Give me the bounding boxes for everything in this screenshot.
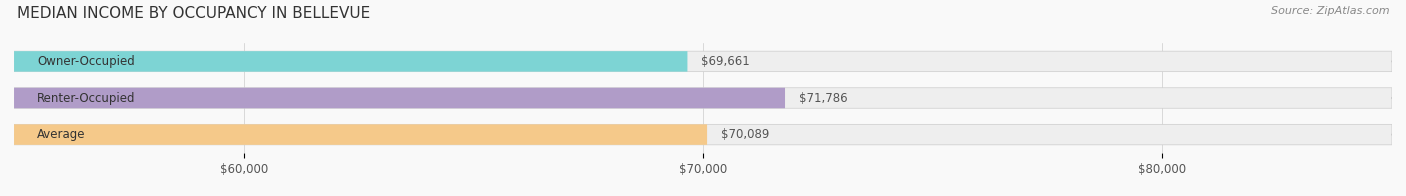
- FancyBboxPatch shape: [14, 88, 1392, 108]
- Text: Average: Average: [37, 128, 86, 141]
- FancyBboxPatch shape: [14, 51, 1392, 72]
- Text: $70,089: $70,089: [721, 128, 769, 141]
- FancyBboxPatch shape: [14, 124, 707, 145]
- FancyBboxPatch shape: [14, 124, 1392, 145]
- Text: Owner-Occupied: Owner-Occupied: [37, 55, 135, 68]
- FancyBboxPatch shape: [14, 88, 785, 108]
- Text: MEDIAN INCOME BY OCCUPANCY IN BELLEVUE: MEDIAN INCOME BY OCCUPANCY IN BELLEVUE: [17, 6, 370, 21]
- Text: Source: ZipAtlas.com: Source: ZipAtlas.com: [1271, 6, 1389, 16]
- FancyBboxPatch shape: [14, 51, 688, 72]
- Text: $71,786: $71,786: [799, 92, 848, 104]
- Text: Renter-Occupied: Renter-Occupied: [37, 92, 135, 104]
- Text: $69,661: $69,661: [702, 55, 749, 68]
